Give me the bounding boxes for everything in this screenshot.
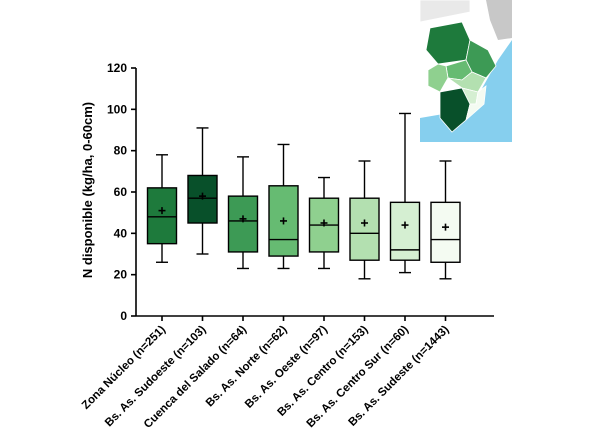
inset-north-province xyxy=(419,0,471,23)
y-tick-label: 40 xyxy=(114,226,128,240)
boxes xyxy=(146,112,461,280)
inset-neighbor-land xyxy=(486,0,512,40)
y-axis: 0 20 40 60 80 100 120 xyxy=(107,61,137,323)
x-category-label: Bs. As. Norte (n=62) xyxy=(204,324,290,410)
inset-region-8 xyxy=(465,85,487,122)
x-axis: Zona Núcleo (n=251)Bs. As. Sudoeste (n=1… xyxy=(80,315,494,431)
y-tick-label: 0 xyxy=(120,309,127,323)
box-iqr xyxy=(430,201,461,263)
y-tick-label: 80 xyxy=(114,144,128,158)
y-tick-label: 100 xyxy=(107,102,127,116)
box-4 xyxy=(268,143,299,270)
box-6 xyxy=(349,160,380,280)
inset-region-1 xyxy=(425,21,471,65)
inset-map xyxy=(419,0,512,142)
y-tick-label: 20 xyxy=(114,268,128,282)
y-tick-label: 60 xyxy=(114,185,128,199)
box-iqr xyxy=(227,195,259,253)
y-tick-label: 120 xyxy=(107,61,127,75)
y-axis-title: N disponible (kg/ha, 0-60cm) xyxy=(80,102,95,278)
box-7 xyxy=(389,112,421,274)
box-iqr xyxy=(389,201,421,261)
x-category-label: Bs. As. Oeste (n=97) xyxy=(243,324,330,411)
box-2 xyxy=(187,127,218,255)
box-iqr xyxy=(146,187,178,245)
box-1 xyxy=(146,154,178,263)
box-8 xyxy=(430,160,461,280)
box-5 xyxy=(308,176,340,270)
inset-region-5 xyxy=(427,63,449,93)
box-iqr xyxy=(349,197,380,261)
box-3 xyxy=(227,156,259,270)
